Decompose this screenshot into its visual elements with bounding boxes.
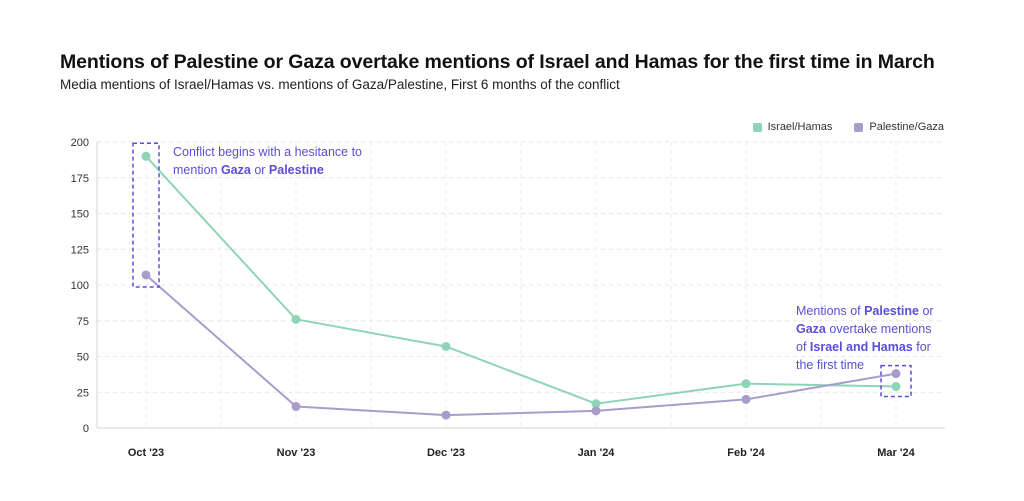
legend-item-israel-hamas[interactable]: Israel/Hamas	[752, 121, 833, 133]
x-tick-label: Mar '24	[877, 447, 915, 459]
legend-label: Israel/Hamas	[767, 121, 833, 133]
y-tick-label: 125	[71, 244, 89, 256]
data-point[interactable]	[891, 382, 901, 392]
legend-label: Palestine/Gaza	[869, 121, 944, 133]
chart-title: Mentions of Palestine or Gaza overtake m…	[60, 51, 935, 73]
data-point[interactable]	[441, 410, 451, 420]
data-point[interactable]	[141, 151, 151, 161]
data-point[interactable]	[741, 379, 751, 389]
series-line-israel-hamas	[145, 155, 897, 405]
y-tick-label: 150	[71, 209, 89, 221]
y-tick-label: 200	[71, 137, 89, 149]
y-tick-label: 175	[71, 173, 89, 185]
highlight-box-oct	[132, 142, 160, 288]
y-tick-label: 75	[77, 316, 89, 328]
x-tick-label: Jan '24	[578, 447, 616, 459]
data-point[interactable]	[891, 369, 901, 379]
chart-subtitle: Media mentions of Israel/Hamas vs. menti…	[60, 77, 620, 92]
chart-legend: Israel/Hamas Palestine/Gaza	[752, 121, 944, 133]
legend-swatch	[752, 122, 762, 132]
y-tick-label: 25	[77, 387, 89, 399]
x-tick-label: Oct '23	[128, 447, 164, 459]
data-point[interactable]	[591, 399, 601, 409]
legend-swatch	[854, 122, 864, 132]
data-point[interactable]	[441, 341, 451, 351]
y-tick-label: 100	[71, 280, 89, 292]
series-line-palestine-gaza	[145, 274, 897, 417]
data-point[interactable]	[291, 402, 301, 412]
x-tick-label: Dec '23	[427, 447, 465, 459]
legend-item-palestine-gaza[interactable]: Palestine/Gaza	[854, 121, 944, 133]
annotation-mar: Mentions of Palestine or Gaza overtake me…	[796, 304, 934, 372]
data-point[interactable]	[141, 270, 151, 280]
data-point[interactable]	[741, 394, 751, 404]
x-tick-label: Feb '24	[727, 447, 765, 459]
data-point[interactable]	[591, 406, 601, 416]
annotation-oct: Conflict begins with a hesitance to menti…	[173, 145, 362, 177]
y-tick-label: 0	[83, 423, 89, 435]
data-point[interactable]	[291, 314, 301, 324]
x-tick-label: Nov '23	[277, 447, 316, 459]
highlight-box-mar	[880, 364, 912, 398]
y-tick-label: 50	[77, 352, 89, 364]
